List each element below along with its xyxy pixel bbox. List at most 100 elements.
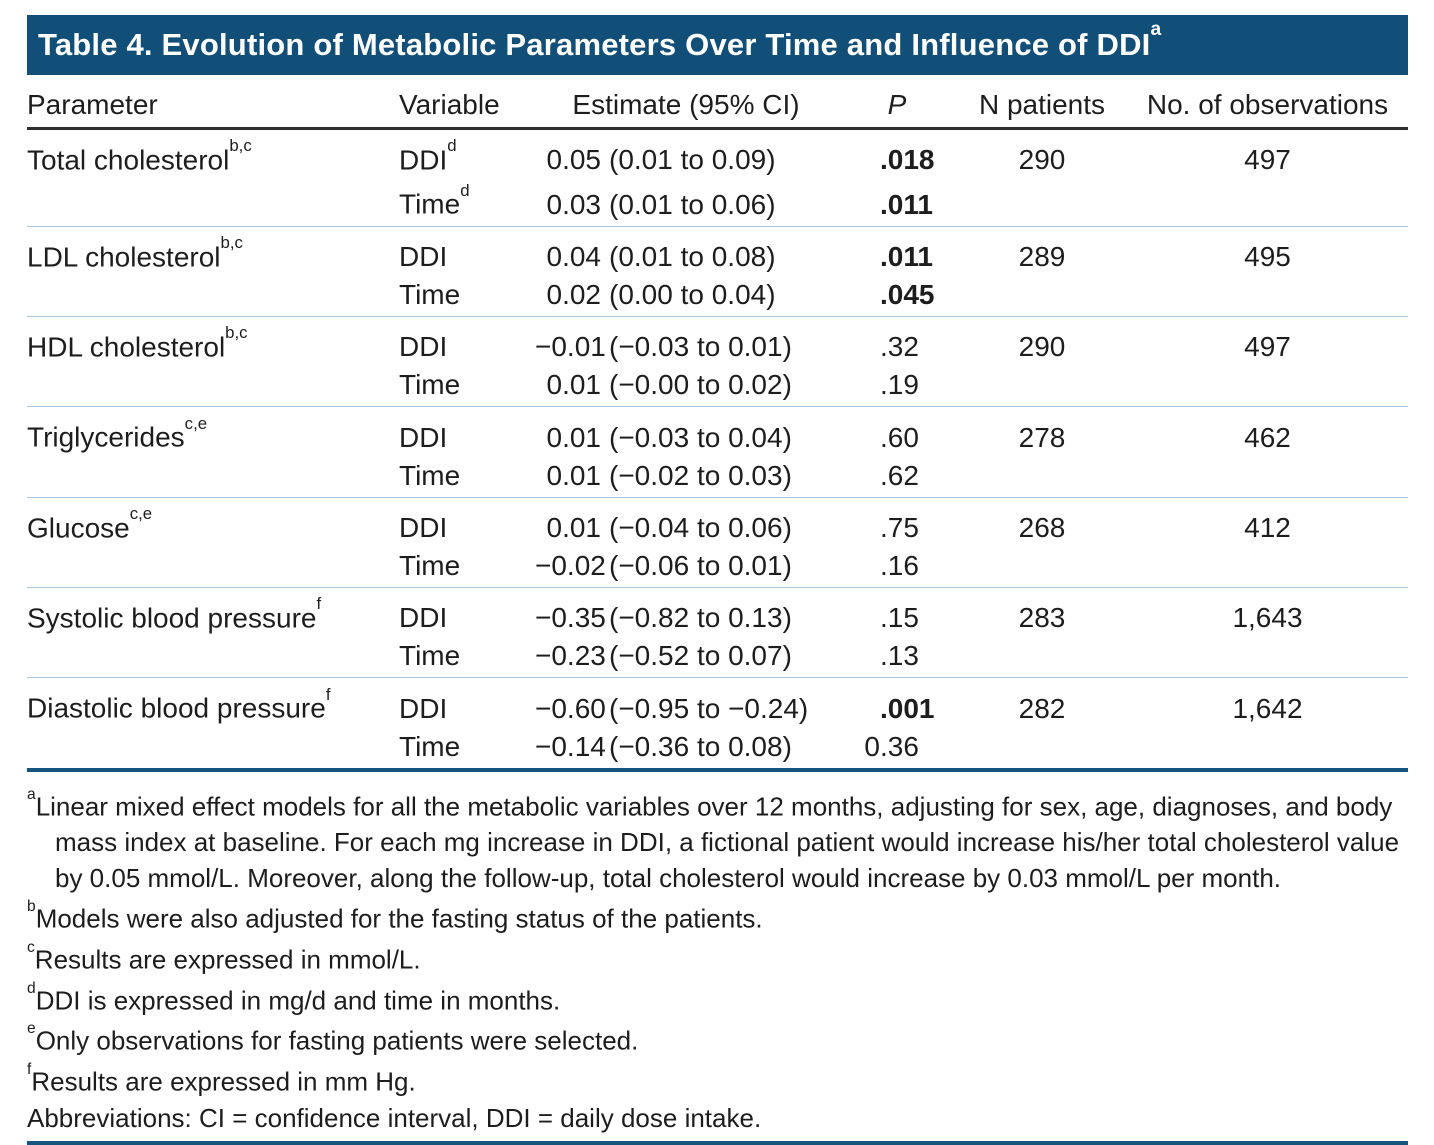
estimate-ci: (−0.03 to 0.04) xyxy=(609,421,792,453)
footnote: aLinear mixed effect models for all the … xyxy=(27,785,1400,894)
estimate-value: −0.23 xyxy=(535,640,606,672)
table-header-row: Parameter Variable Estimate (95% CI) P N… xyxy=(27,75,1408,130)
variable-cell: DDI xyxy=(399,240,448,272)
table-group: Triglyceridesc,e DDI 0.01 (−0.03 to 0.04) .6… xyxy=(27,407,1408,498)
footnote: cResults are expressed in mmol/L. xyxy=(27,938,421,975)
estimate-cell: 0.04 (0.01 to 0.08) xyxy=(535,238,837,276)
p-value-cell: .045 xyxy=(880,278,935,310)
estimate-ci: (−0.95 to −0.24) xyxy=(609,692,809,724)
p-value-cell: .13 xyxy=(880,640,919,672)
table-group: Total cholesterolb,c DDId 0.05 (0.01 to 0.0… xyxy=(27,130,1408,227)
table-group: HDL cholesterolb,c DDI −0.01 (−0.03 to 0.01… xyxy=(27,317,1408,408)
n-patients-cell: 290 xyxy=(1018,144,1066,176)
n-patients-cell: 278 xyxy=(1018,421,1066,453)
variable-cell: Time xyxy=(399,640,461,672)
variable-cell: DDI xyxy=(399,511,448,543)
table-group: LDL cholesterolb,c DDI 0.04 (0.01 to 0.08).… xyxy=(27,227,1408,317)
observations-cell: 1,642 xyxy=(1232,692,1303,724)
table-title-bar: Table 4. Evolution of Metabolic Paramete… xyxy=(27,15,1408,75)
table-row: Total cholesterolb,c DDId 0.05 (0.01 to 0.0… xyxy=(27,135,1408,179)
column-header-parameter: Parameter xyxy=(27,89,158,120)
variable-cell: DDI xyxy=(399,602,448,634)
p-value-cell: .011 xyxy=(880,240,933,272)
footnote-marker: d xyxy=(460,180,470,200)
variable-cell: Time xyxy=(399,549,461,581)
footnote-marker: b xyxy=(27,898,36,916)
estimate-value: 0.05 xyxy=(546,144,602,176)
observations-cell: 462 xyxy=(1244,421,1291,453)
estimate-ci: (−0.82 to 0.13) xyxy=(609,602,792,634)
estimate-cell: −0.14 (−0.36 to 0.08) xyxy=(535,728,837,766)
estimate-cell: 0.02 (0.00 to 0.04) xyxy=(535,276,837,314)
estimate-value: −0.02 xyxy=(535,549,606,581)
footnote: eOnly observations for fasting patients … xyxy=(27,1020,639,1056)
footnote-marker: c,e xyxy=(129,504,153,524)
footnote-marker: f xyxy=(316,594,322,614)
table-row: Timed 0.03 (0.01 to 0.06) .011 xyxy=(27,179,1408,223)
parameter-cell: Triglyceridesc,e xyxy=(27,413,208,453)
estimate-cell: 0.01 (−0.04 to 0.06) xyxy=(535,509,837,547)
parameter-cell: HDL cholesterolb,c xyxy=(27,323,248,363)
parameter-cell: Diastolic blood pressuref xyxy=(27,684,331,724)
variable-cell: Time xyxy=(399,459,461,491)
column-header-observations: No. of observations xyxy=(1146,89,1389,120)
estimate-ci: (−0.00 to 0.02) xyxy=(609,369,792,401)
table-title: Table 4. Evolution of Metabolic Paramete… xyxy=(38,19,1162,62)
n-patients-cell: 289 xyxy=(1018,240,1066,272)
column-header-n-patients: N patients xyxy=(978,89,1106,120)
estimate-ci: (−0.04 to 0.06) xyxy=(609,511,792,543)
table-row: Time −0.14 (−0.36 to 0.08) 0.36 xyxy=(27,728,1408,766)
estimate-value: −0.60 xyxy=(535,692,606,724)
estimate-ci: (−0.02 to 0.03) xyxy=(609,459,792,491)
variable-cell: DDI xyxy=(399,692,448,724)
estimate-cell: −0.01 (−0.03 to 0.01) xyxy=(535,328,837,366)
estimate-ci: (0.00 to 0.04) xyxy=(609,278,776,310)
estimate-cell: 0.01 (−0.02 to 0.03) xyxy=(535,457,837,495)
table-row: Glucosec,e DDI 0.01 (−0.04 to 0.06) .75 268 41… xyxy=(27,503,1408,547)
estimate-ci: (−0.52 to 0.07) xyxy=(609,640,792,672)
parameter-cell: Systolic blood pressuref xyxy=(27,594,322,634)
bottom-rule xyxy=(27,1140,1408,1145)
table-group: Diastolic blood pressuref DDI −0.60 (−0.95 … xyxy=(27,678,1408,772)
observations-cell: 412 xyxy=(1244,511,1291,543)
variable-cell: Time xyxy=(399,369,461,401)
estimate-ci: (−0.03 to 0.01) xyxy=(609,331,792,363)
p-value-cell: .60 xyxy=(880,421,919,453)
estimate-cell: 0.05 (0.01 to 0.09) xyxy=(535,141,837,179)
estimate-value: 0.04 xyxy=(546,240,602,272)
observations-cell: 1,643 xyxy=(1232,602,1303,634)
estimate-value: −0.35 xyxy=(535,602,606,634)
estimate-cell: −0.60 (−0.95 to −0.24) xyxy=(535,690,837,728)
table-row: Systolic blood pressuref DDI −0.35 (−0.82 t… xyxy=(27,593,1408,637)
estimate-cell: −0.23 (−0.52 to 0.07) xyxy=(535,637,837,675)
estimate-ci: (−0.06 to 0.01) xyxy=(609,549,792,581)
variable-cell: DDId xyxy=(399,136,457,176)
n-patients-cell: 268 xyxy=(1018,511,1066,543)
estimate-value: −0.14 xyxy=(535,730,606,762)
n-patients-cell: 290 xyxy=(1018,331,1066,363)
table-row: Time 0.01 (−0.00 to 0.02) .19 xyxy=(27,366,1408,404)
estimate-cell: −0.02 (−0.06 to 0.01) xyxy=(535,547,837,585)
n-patients-cell: 282 xyxy=(1018,692,1066,724)
estimate-cell: 0.01 (−0.00 to 0.02) xyxy=(535,366,837,404)
footnote: Abbreviations: CI = confidence interval,… xyxy=(27,1102,762,1133)
column-header-variable: Variable xyxy=(399,89,500,120)
estimate-cell: 0.01 (−0.03 to 0.04) xyxy=(535,419,837,457)
p-value-cell: .16 xyxy=(880,549,919,581)
footnote-marker: c,e xyxy=(184,413,208,433)
table-group: Systolic blood pressuref DDI −0.35 (−0.82 t… xyxy=(27,588,1408,679)
p-value-cell: .011 xyxy=(880,188,933,220)
p-value-cell: 0.36 xyxy=(837,728,957,766)
title-footnote-marker: a xyxy=(1150,19,1162,41)
estimate-ci: (0.01 to 0.06) xyxy=(609,188,776,220)
observations-cell: 497 xyxy=(1244,331,1291,363)
footnote-marker: b,c xyxy=(229,136,252,156)
observations-cell: 497 xyxy=(1244,144,1291,176)
parameter-cell: LDL cholesterolb,c xyxy=(27,233,243,272)
variable-cell: DDI xyxy=(399,331,448,363)
footnote-marker: b,c xyxy=(220,233,243,253)
estimate-value: −0.01 xyxy=(535,331,606,363)
footnote-marker: d xyxy=(27,979,36,997)
estimate-ci: (−0.36 to 0.08) xyxy=(609,730,792,762)
